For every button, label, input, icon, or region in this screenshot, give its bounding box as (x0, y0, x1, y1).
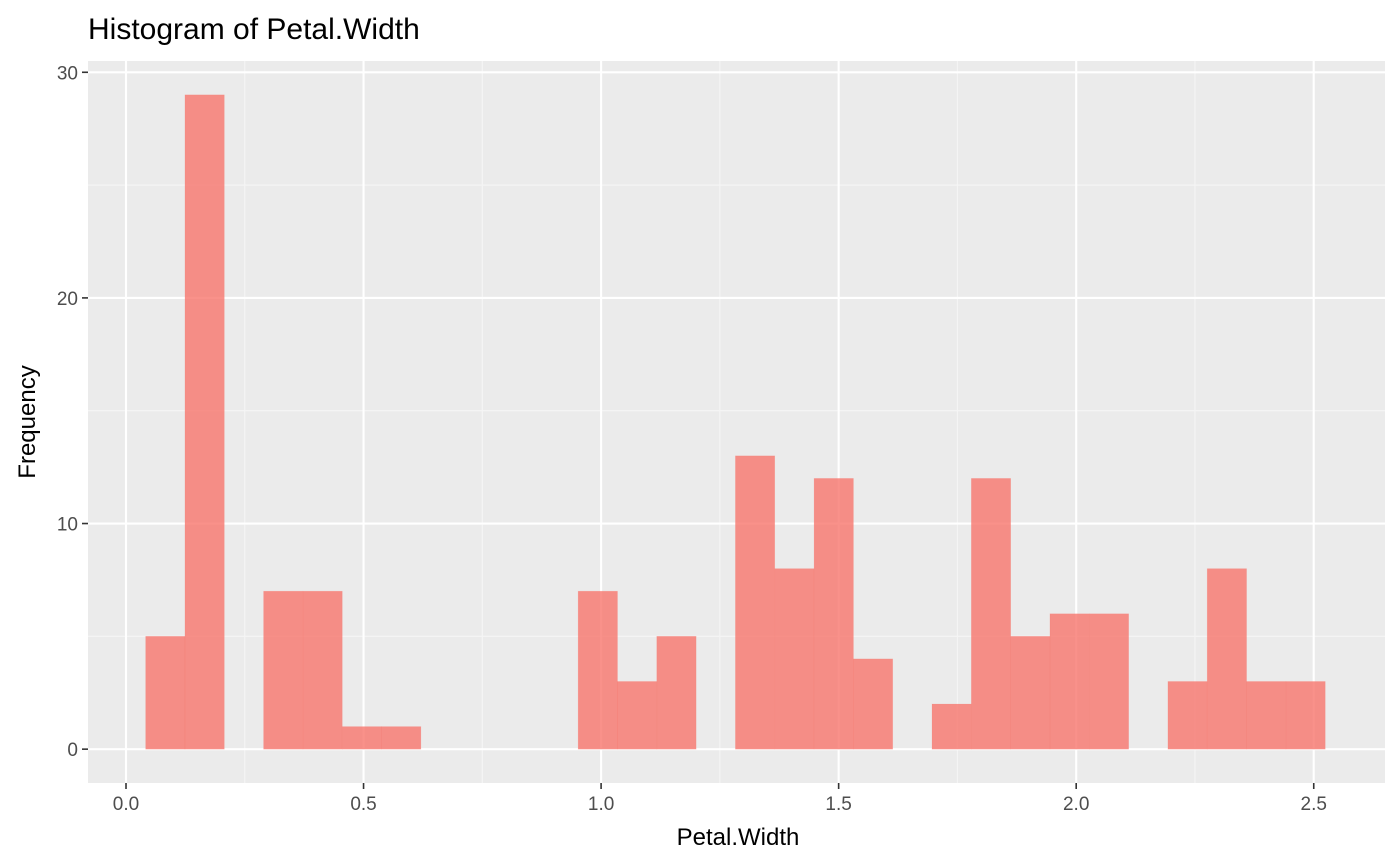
histogram-bar (1246, 681, 1287, 750)
histogram-bar (931, 703, 972, 750)
histogram-bar (735, 455, 776, 750)
x-axis: 0.0 0.5 1.0 1.5 2.0 2.5 (113, 783, 1327, 815)
chart-title: Histogram of Petal.Width (88, 13, 420, 46)
histogram-bar (1010, 636, 1051, 750)
y-axis-title: Frequency (14, 365, 41, 478)
histogram-bars (145, 94, 1326, 750)
histogram-bar (971, 478, 1011, 750)
x-tick-label: 2.0 (1063, 794, 1089, 815)
histogram-bar (381, 726, 422, 750)
histogram-bar (263, 590, 304, 750)
y-tick-label: 30 (57, 63, 78, 84)
histogram-bar (813, 478, 854, 750)
histogram-bar (1167, 681, 1208, 750)
x-tick-label: 0.0 (113, 794, 139, 815)
histogram-bar (853, 658, 894, 750)
histogram-bar (656, 636, 697, 750)
histogram-bar (1089, 613, 1129, 750)
histogram-bar (1049, 613, 1090, 750)
y-tick-label: 20 (57, 289, 78, 310)
x-tick-label: 2.5 (1301, 794, 1327, 815)
histogram-bar (617, 681, 658, 750)
histogram-bar (341, 726, 382, 750)
x-tick-label: 0.5 (350, 794, 376, 815)
histogram-bar (1285, 681, 1326, 750)
histogram-bar (302, 590, 343, 750)
histogram-bar (145, 636, 186, 750)
histogram-bar (184, 94, 225, 750)
x-tick-label: 1.0 (588, 794, 614, 815)
x-axis-title: Petal.Width (677, 824, 800, 851)
y-tick-label: 10 (57, 515, 78, 536)
histogram-bar (1206, 568, 1247, 750)
y-tick-label: 0 (67, 740, 78, 761)
y-axis: 0 10 20 30 (57, 63, 88, 761)
histogram-bar (774, 568, 815, 750)
x-tick-label: 1.5 (825, 794, 851, 815)
histogram-bar (577, 590, 618, 750)
